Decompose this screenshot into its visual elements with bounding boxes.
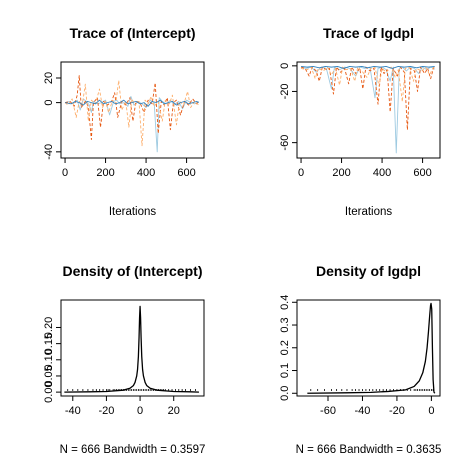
series-line-4 bbox=[64, 99, 199, 107]
series-line-1 bbox=[300, 66, 435, 154]
y-tick-label: 0.4 bbox=[279, 295, 291, 310]
y-tick-label: -40 bbox=[43, 144, 55, 160]
y-tick-label: 0 bbox=[279, 63, 291, 69]
x-tick-label: 0 bbox=[137, 405, 143, 417]
y-tick-label: 0 bbox=[43, 100, 55, 106]
y-tick-label: 0.0 bbox=[279, 386, 291, 401]
x-tick-label: -40 bbox=[355, 405, 371, 417]
y-tick-label: 0.3 bbox=[279, 317, 291, 332]
chart-panel-4: Density of lgdpl -60 -40 -20 0 0.0 0.1 0.2 0.3 0.… bbox=[279, 263, 441, 456]
chart-panel-1: Trace of (Intercept) 0 200 400 600 -40 0 20 Iter… bbox=[43, 25, 205, 218]
y-tick-label: -20 bbox=[279, 83, 291, 99]
x-axis-label: N = 666 Bandwidth = 0.3597 bbox=[60, 444, 206, 456]
x-axis-label: Iterations bbox=[109, 206, 157, 218]
y-tick-label: 0.05 bbox=[43, 365, 55, 386]
x-tick-label: -20 bbox=[389, 405, 405, 417]
series-line-3 bbox=[64, 80, 200, 147]
x-tick-label: 0 bbox=[298, 167, 304, 179]
x-tick-label: 200 bbox=[96, 167, 114, 179]
chart-title: Trace of lgdpl bbox=[323, 25, 414, 41]
y-tick-label: 0.20 bbox=[43, 317, 55, 338]
y-tick-label: 0.00 bbox=[43, 381, 55, 402]
chart-title: Density of (Intercept) bbox=[62, 263, 202, 279]
x-tick-label: 400 bbox=[373, 167, 391, 179]
x-tick-label: 20 bbox=[168, 405, 180, 417]
y-tick-label: 20 bbox=[43, 72, 55, 84]
x-tick-label: 0 bbox=[62, 167, 68, 179]
series-line-1 bbox=[64, 305, 199, 393]
y-tick-label: 0.1 bbox=[279, 363, 291, 378]
x-axis-label: Iterations bbox=[345, 206, 393, 218]
x-tick-label: 0 bbox=[428, 405, 434, 417]
x-axis-label: N = 666 Bandwidth = 0.3635 bbox=[296, 444, 442, 456]
series-line-3 bbox=[300, 66, 435, 103]
x-tick-label: -20 bbox=[98, 405, 114, 417]
plot-frame bbox=[60, 61, 205, 159]
y-tick-label: -60 bbox=[279, 135, 291, 151]
y-tick-label: 0.2 bbox=[279, 340, 291, 355]
y-tick-label: 0.15 bbox=[43, 333, 55, 354]
plot-frame bbox=[296, 61, 441, 159]
x-tick-label: 200 bbox=[332, 167, 350, 179]
x-tick-label: 600 bbox=[177, 167, 195, 179]
series-line-2 bbox=[300, 66, 436, 131]
x-tick-label: -40 bbox=[65, 405, 81, 417]
chart-panel-3: Density of (Intercept)-40 -20 0 200.000.050… bbox=[43, 263, 205, 456]
chart-panel-2: Trace of lgdpl 0 200 400 600 -60 -20 0 Iteration… bbox=[279, 25, 441, 218]
x-tick-label: 600 bbox=[413, 167, 431, 179]
chart-title: Trace of (Intercept) bbox=[69, 25, 195, 41]
x-tick-label: 400 bbox=[137, 167, 155, 179]
x-tick-label: -60 bbox=[320, 405, 336, 417]
series-line-1 bbox=[307, 302, 436, 394]
series-line-4 bbox=[301, 66, 435, 69]
chart-title: Density of lgdpl bbox=[316, 263, 421, 279]
plot-frame bbox=[60, 299, 205, 397]
y-tick-label: 0.10 bbox=[43, 349, 55, 370]
